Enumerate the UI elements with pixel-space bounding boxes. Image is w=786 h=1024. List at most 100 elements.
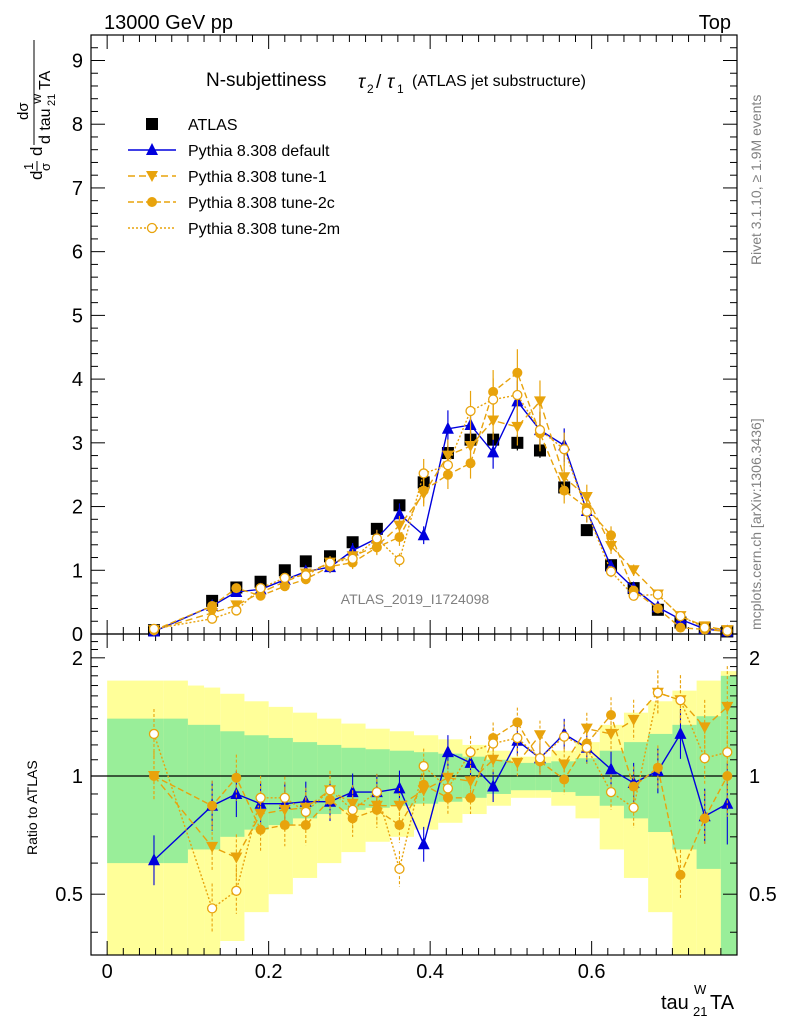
data-point <box>675 622 686 633</box>
data-point <box>534 424 546 436</box>
legend-label: Pythia 8.308 default <box>188 143 330 160</box>
ratio-tick-label: 0.5 <box>749 884 777 906</box>
legend-marker <box>146 222 158 234</box>
data-point <box>442 459 454 471</box>
ratio-point <box>534 753 546 764</box>
ratio-point <box>231 885 242 896</box>
ratio-point <box>279 820 290 831</box>
band-inner <box>163 718 188 864</box>
ratio-point <box>441 745 454 758</box>
ratio-point <box>300 806 311 818</box>
legend-marker <box>146 118 158 130</box>
ratio-point <box>231 772 242 783</box>
ratio-point <box>722 771 733 782</box>
ratio-point <box>148 771 159 782</box>
ratio-point <box>206 841 219 853</box>
data-point <box>417 528 430 541</box>
data-point <box>627 565 640 577</box>
band-inner <box>720 675 737 955</box>
ratio-point <box>722 747 733 758</box>
title-tau2-index: 2 <box>367 82 374 96</box>
ratio-point <box>559 774 570 785</box>
data-point <box>605 566 617 577</box>
data-point <box>533 396 546 408</box>
band-inner <box>187 724 205 850</box>
data-point <box>231 583 242 594</box>
ratio-line <box>153 691 728 859</box>
band-inner <box>220 731 245 837</box>
y-tick-label: 8 <box>72 114 83 136</box>
y-tick-label: 3 <box>72 433 83 455</box>
data-point <box>512 367 523 378</box>
ratio-point <box>605 786 617 798</box>
ratio-point <box>230 852 243 864</box>
data-point <box>722 625 733 636</box>
data-point <box>652 603 663 614</box>
data-point <box>279 581 290 592</box>
ratio-point <box>347 804 358 815</box>
x-tick-label: 0 <box>102 961 113 983</box>
ratio-point <box>699 753 710 764</box>
data-point <box>370 522 383 535</box>
data-point <box>605 541 618 553</box>
ratio-point <box>606 710 617 721</box>
ratio-point <box>675 695 686 706</box>
title-tau2: τ <box>358 72 367 93</box>
data-point <box>300 570 311 581</box>
ratio-point <box>698 722 711 734</box>
data-point <box>559 444 570 455</box>
ratio-point <box>394 863 405 875</box>
legend-marker <box>147 197 157 207</box>
band-inner <box>696 716 721 869</box>
ratio-point <box>512 732 523 744</box>
data-point <box>418 468 429 479</box>
data-point <box>487 394 499 405</box>
y-tick-label: 4 <box>72 369 83 391</box>
title-slash: / <box>376 72 382 93</box>
ratio-point <box>279 792 290 803</box>
y-axis-label: d 1 σ d dσ d tau 21 W TA <box>15 40 58 180</box>
ratio-point <box>465 792 476 803</box>
y-tick-label: 1 <box>72 560 83 582</box>
data-point <box>606 530 617 541</box>
ratio-point <box>627 714 640 726</box>
ratio-point <box>628 781 639 792</box>
plot-area: 0 1 2 3 4 5 6 7 8 9 0 0.2 0.4 0.6 0.5 0.5 1 1 2 2 ATLAS Pythi… <box>55 34 777 983</box>
band-inner <box>389 750 414 806</box>
data-point <box>148 623 160 635</box>
data-point <box>255 582 266 594</box>
legend-label: ATLAS <box>188 117 238 134</box>
data-point <box>675 611 686 622</box>
data-point <box>628 590 639 601</box>
ratio-point <box>417 837 430 850</box>
title-sub: (ATLAS jet substructure) <box>412 73 586 90</box>
mcplots-info: mcplots.cern.ch [arXiv:1306.3436] <box>748 418 764 630</box>
ratio-point <box>394 820 405 831</box>
ratio-y-label: Ratio to ATLAS <box>24 760 40 855</box>
data-point <box>512 389 523 401</box>
ratio-point <box>512 717 523 728</box>
ratio-point <box>207 800 218 811</box>
data-point <box>207 600 218 611</box>
data-point <box>231 605 242 616</box>
ratio-point <box>393 781 406 794</box>
ratio-point <box>371 786 383 798</box>
data-point <box>346 536 359 549</box>
data-point <box>441 421 454 434</box>
svg-text:d: d <box>27 147 46 156</box>
data-point <box>371 533 383 544</box>
svg-text:TA: TA <box>37 70 54 90</box>
ratio-point <box>581 742 592 753</box>
svg-text:W: W <box>32 93 44 104</box>
title-tau1-index: 1 <box>397 82 404 96</box>
ratio-point <box>147 853 160 866</box>
svg-text:dσ: dσ <box>15 102 32 120</box>
y-tick-label: 5 <box>72 305 83 327</box>
legend-item: Pythia 8.308 default <box>128 143 330 160</box>
legend: ATLAS Pythia 8.308 default Pythia 8.308 tu… <box>128 117 340 238</box>
data-point <box>278 564 291 577</box>
main-title: N-subjettiness τ 2 / τ 1 (ATLAS jet subs… <box>206 70 586 96</box>
y-tick-label: 0 <box>72 624 83 646</box>
ratio-point <box>300 820 311 831</box>
data-point <box>393 520 406 532</box>
